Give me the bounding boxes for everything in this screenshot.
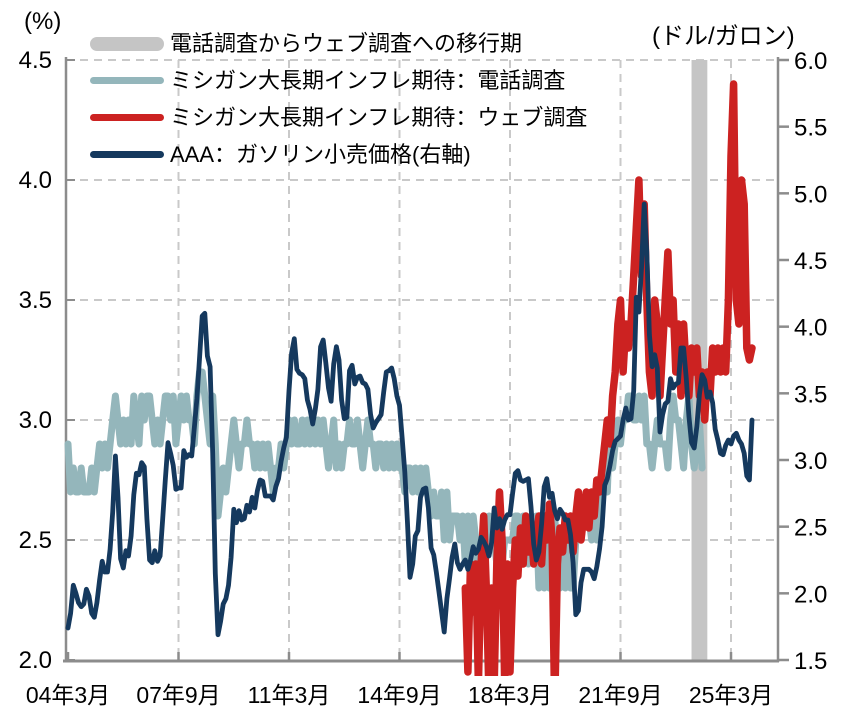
- x-tick-label-25年3月: 25年3月: [689, 682, 773, 708]
- right-tick-label-5.5: 5.5: [794, 115, 827, 142]
- left-tick-label-3.5: 3.5: [19, 287, 52, 314]
- legend: 電話調査からウェブ調査への移行期 ミシガン大長期インフレ期待：電話調査 ミシガン…: [90, 25, 587, 173]
- right-tick-label-6.0: 6.0: [794, 48, 827, 75]
- legend-label-web-survey: ミシガン大長期インフレ期待：ウェブ調査: [170, 104, 588, 130]
- right-tick-label-1.5: 1.5: [794, 648, 827, 675]
- x-tick-label-18年3月: 18年3月: [468, 682, 552, 708]
- legend-item-phone-survey: ミシガン大長期インフレ期待：電話調査: [90, 62, 587, 99]
- left-tick-label-4.5: 4.5: [19, 47, 52, 74]
- x-tick-label-07年9月: 07年9月: [136, 682, 220, 708]
- legend-item-transition-band: 電話調査からウェブ調査への移行期: [90, 25, 587, 62]
- legend-label-transition-band: 電話調査からウェブ調査への移行期: [170, 30, 523, 56]
- legend-gasoline-line-swatch-icon: [90, 151, 164, 158]
- legend-label-phone-survey: ミシガン大長期インフレ期待：電話調査: [170, 67, 566, 93]
- left-tick-label-2.0: 2.0: [19, 647, 52, 674]
- left-axis-unit-label: (%): [24, 8, 62, 35]
- web-survey-line: [461, 80, 756, 676]
- axis-tick-labels: 4.5 4.0 3.5 3.0 2.5 2.0 6.0 5.5 5.0 4.5 4.0 3.5 3.0 2…: [19, 47, 828, 708]
- right-tick-label-5.0: 5.0: [794, 181, 827, 208]
- left-tick-label-4.0: 4.0: [19, 167, 52, 194]
- x-tick-label-21年9月: 21年9月: [578, 682, 662, 708]
- gasoline-price-line: [65, 201, 755, 638]
- x-tick-label-11年3月: 11年3月: [248, 682, 331, 708]
- right-tick-label-4.5: 4.5: [794, 248, 827, 275]
- legend-web-line-swatch-icon: [90, 114, 164, 121]
- x-tick-label-14年9月: 14年9月: [357, 682, 441, 708]
- right-tick-label-2.5: 2.5: [794, 515, 827, 542]
- legend-item-web-survey: ミシガン大長期インフレ期待：ウェブ調査: [90, 99, 587, 136]
- legend-item-gasoline-price: AAA：ガソリン小売価格(右軸): [90, 136, 587, 173]
- legend-phone-line-swatch-icon: [90, 77, 164, 84]
- axes: [63, 57, 789, 663]
- legend-band-swatch-icon: [90, 36, 164, 51]
- right-axis-unit-label: (ドル/ガロン): [652, 23, 795, 50]
- right-tick-label-4.0: 4.0: [794, 315, 827, 342]
- left-tick-label-2.5: 2.5: [19, 527, 52, 554]
- right-tick-label-3.0: 3.0: [794, 448, 827, 475]
- series-lines: [64, 80, 756, 676]
- left-tick-label-3.0: 3.0: [19, 407, 52, 434]
- x-tick-label-04年3月: 04年3月: [26, 682, 110, 708]
- right-tick-label-2.0: 2.0: [794, 581, 827, 608]
- phone-survey-line: [64, 368, 706, 592]
- right-tick-label-3.5: 3.5: [794, 381, 827, 408]
- legend-label-gasoline-price: AAA：ガソリン小売価格(右軸): [170, 141, 471, 167]
